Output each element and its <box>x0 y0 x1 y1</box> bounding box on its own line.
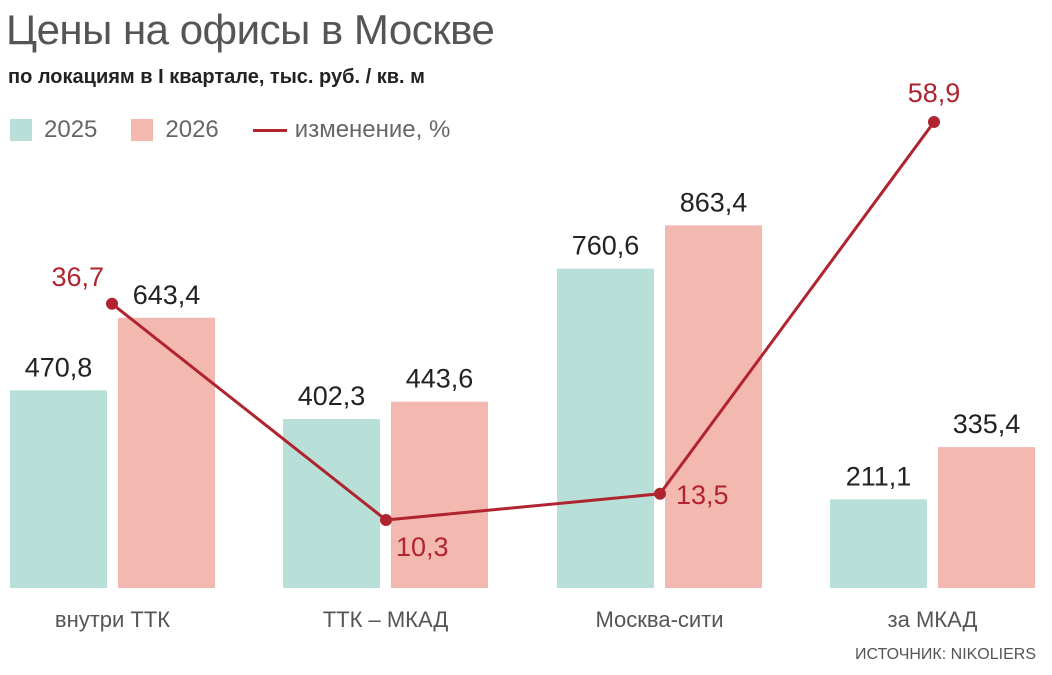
bar-2026-2 <box>391 401 488 588</box>
bar-2026-4 <box>938 447 1035 588</box>
change-label-4: 58,9 <box>908 78 961 108</box>
change-point-1 <box>106 297 118 310</box>
value-label-2025-1: 470,8 <box>25 352 93 382</box>
category-label-1: внутри ТТК <box>55 607 170 632</box>
legend-swatch-change <box>252 128 287 132</box>
bar-2025-1 <box>10 390 107 588</box>
value-label-2026-3: 863,4 <box>680 187 748 217</box>
value-label-2025-3: 760,6 <box>572 231 640 261</box>
chart-title: Цены на офисы в Москве <box>6 6 495 53</box>
change-point-4 <box>928 116 940 128</box>
bar-2025-3 <box>557 268 654 588</box>
value-label-2026-2: 443,6 <box>406 364 474 394</box>
change-label-1: 36,7 <box>51 262 104 292</box>
value-label-2025-2: 402,3 <box>298 381 366 411</box>
legend-swatch-2026 <box>131 119 154 141</box>
source-note: ИСТОЧНИК: NIKOLIERS <box>855 646 1036 663</box>
change-point-3 <box>654 487 666 500</box>
chart-subtitle: по локациям в I квартале, тыс. руб. / кв… <box>8 66 425 88</box>
bar-2025-4 <box>830 499 927 588</box>
legend-label-change: изменение, % <box>294 116 451 143</box>
value-label-2026-1: 643,4 <box>133 280 201 310</box>
change-line <box>111 121 936 522</box>
legend-item-2025: 2025 <box>10 116 97 144</box>
legend-item-2026: 2026 <box>131 116 219 144</box>
change-label-3: 13,5 <box>676 480 729 510</box>
bar-2026-3 <box>665 225 762 588</box>
category-label-3: Москва-сити <box>595 607 723 632</box>
legend-label-2025: 2025 <box>44 116 98 143</box>
value-label-2025-4: 211,1 <box>846 461 912 491</box>
category-label-2: ТТК – МКАД <box>323 607 449 632</box>
category-label-4: за МКАД <box>888 607 978 632</box>
legend-label-2026: 2026 <box>165 116 219 143</box>
value-label-2026-4: 335,4 <box>953 409 1021 439</box>
legend-swatch-2025 <box>10 119 32 141</box>
legend-item-change: изменение, % <box>252 116 451 144</box>
change-label-2: 10,3 <box>396 532 449 562</box>
change-point-2 <box>380 514 392 526</box>
legend: 2025 2026 изменение, % <box>10 112 484 148</box>
bar-2026-1 <box>118 317 215 588</box>
